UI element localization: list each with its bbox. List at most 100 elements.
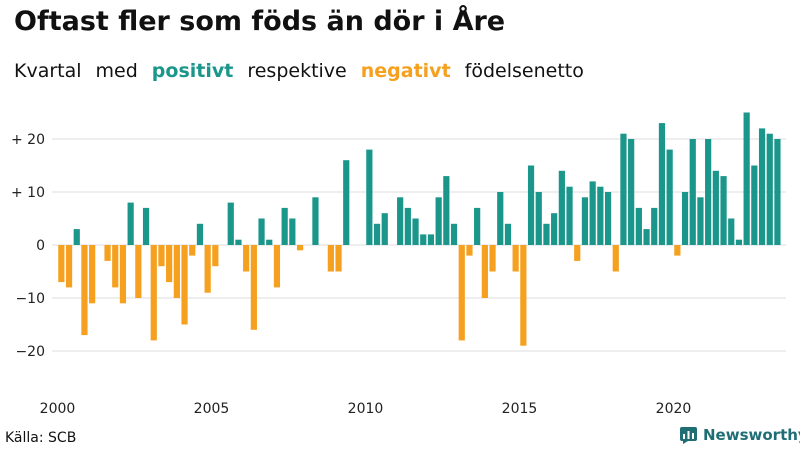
y-tick-label: + 20 [11,132,45,148]
x-tick-label: 2000 [40,401,76,417]
bar [674,245,681,256]
bar [658,123,666,245]
bar [705,139,712,245]
bar [196,223,204,245]
bar [458,245,465,341]
bar [312,197,319,245]
bar [443,176,450,245]
bar [173,245,180,298]
bar [774,139,781,245]
y-tick-label: −10 [15,291,45,307]
bar [551,213,558,245]
bar [666,149,673,245]
bar [119,245,127,304]
bar [135,245,142,298]
bar [250,245,257,330]
bar [258,218,265,245]
bar [527,165,535,245]
bar [397,197,404,245]
bar-chart: + 20 + 10 0 −10 −20 2000 2005 2010 2015 2020 [11,112,786,417]
bar [366,149,373,245]
bar [427,234,435,245]
bar [65,245,73,288]
bar [651,207,658,245]
subtitle-word-respektive: respektive [247,60,347,82]
bar [412,218,419,245]
bar [142,207,150,245]
bar [273,245,281,288]
subtitle-word-kvartal: Kvartal [14,60,82,82]
bar [581,197,589,245]
bar [189,245,196,256]
bar [735,239,743,245]
bar [574,245,581,261]
bar [166,245,173,283]
bar [681,192,689,245]
bar [697,197,704,245]
bar [751,165,758,245]
bar [235,239,242,245]
bar [127,202,134,245]
bar [158,245,165,267]
bar [689,139,696,245]
bar [343,160,350,245]
bar [474,207,481,245]
bar [597,186,604,245]
x-tick-label: 2015 [502,401,538,417]
subtitle-positive-label: positivt [151,60,234,82]
bar [620,133,627,245]
bar [435,197,442,245]
bar [512,245,519,272]
bar [566,186,573,245]
bar [212,245,219,267]
bar [404,207,411,245]
bar [227,202,234,245]
y-tick-label: 0 [36,238,45,254]
bar [381,213,388,245]
bar [720,176,727,245]
bar [327,245,334,272]
bar [489,245,496,272]
bar [243,245,250,272]
bar [604,192,612,245]
bar [589,181,596,245]
subtitle-word-fodelsenetto: födelsenetto [464,60,584,82]
x-tick-label: 2010 [348,401,384,417]
bar [296,245,304,251]
newsworthy-chart-icon [680,426,697,444]
bar [743,112,750,245]
bar [612,245,619,272]
bar [150,245,157,341]
x-tick-label: 2005 [194,401,230,417]
bar [266,239,273,245]
bar [289,218,296,245]
newsworthy-logo: Newsworthy [680,426,800,444]
bar [758,128,766,245]
bar [373,223,381,245]
bar [504,223,512,245]
bar [712,170,719,245]
bar [481,245,488,298]
bar [73,229,80,245]
bar [281,207,288,245]
bar [89,245,96,304]
bar [543,223,550,245]
bar [420,234,427,245]
bar [643,229,650,245]
bar [535,192,542,245]
y-tick-label: + 10 [11,185,45,201]
bar [466,245,473,256]
subtitle-word-med: med [95,60,138,82]
x-tick-label: 2020 [656,401,692,417]
bar [450,223,458,245]
y-tick-label: −20 [15,344,45,360]
bar [558,170,565,245]
source-note: Källa: SCB [5,430,77,446]
bar [104,245,111,261]
chart-subtitle: Kvartal med positivt respektive negativt föde… [14,60,598,82]
bar [112,245,119,288]
bar [204,245,211,293]
bar [497,192,504,245]
chart-title: Oftast fler som föds än dör i Åre [14,6,506,37]
bar [181,245,188,325]
